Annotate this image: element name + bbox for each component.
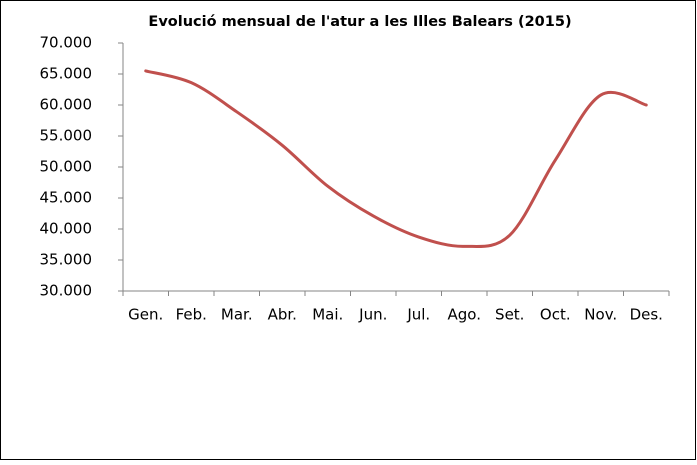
x-tick-label: Set. [495,306,524,324]
y-tick-label: 55.000 [40,127,93,145]
x-tick-label: Mar. [221,306,253,324]
y-tick-label: 35.000 [40,251,93,269]
x-tick-label: Oct. [540,306,571,324]
x-tick-label: Jul. [406,306,430,324]
y-tick-label: 30.000 [40,282,93,300]
y-tick-label: 40.000 [40,220,93,238]
line-series [144,69,648,249]
chart-title: Evolució mensual de l'atur a les Illes B… [148,14,571,30]
y-tick-label: 70.000 [40,34,93,52]
x-tick-label: Des. [630,306,663,324]
x-tick-label: Gen. [128,306,163,324]
y-tick-label: 50.000 [40,158,93,176]
x-tick-label: Nov. [584,306,617,324]
x-tick-label: Abr. [268,306,297,324]
x-tick-label: Jun. [358,306,387,324]
x-tick-label: Feb. [176,306,207,324]
x-tick-label: Ago. [448,306,481,324]
y-tick-label: 60.000 [40,96,93,114]
y-tick-label: 45.000 [40,189,93,207]
x-tick-label: Mai. [312,306,343,324]
y-tick-label: 65.000 [40,65,93,83]
